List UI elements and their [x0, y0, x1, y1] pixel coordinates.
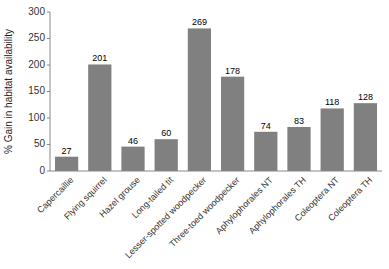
data-label: 27	[62, 146, 72, 156]
bars	[55, 28, 377, 171]
y-tick	[47, 12, 50, 13]
chart-container: 27 201 46 60 269 178 74 83 118 128 0 50 100 150 200 250…	[0, 0, 389, 269]
x-tick-label: Coleoptera TH	[326, 175, 374, 223]
y-tick-label: 250	[28, 32, 45, 43]
data-label: 60	[161, 128, 171, 138]
y-tick-label: 0	[39, 165, 45, 176]
y-tick	[47, 118, 50, 119]
data-label: 178	[225, 66, 240, 76]
data-label: 201	[92, 53, 107, 63]
x-tick-label: Aphylophorales TH	[247, 175, 308, 236]
y-tick-label: 150	[28, 85, 45, 96]
x-axis-line	[50, 171, 382, 172]
bar	[254, 132, 277, 171]
data-label: 74	[261, 121, 271, 131]
y-tick-label: 50	[34, 138, 46, 149]
data-label: 128	[358, 92, 373, 102]
y-tick	[47, 38, 50, 39]
y-tick	[47, 171, 50, 172]
bar	[121, 147, 144, 171]
bar	[321, 108, 344, 171]
y-tick	[47, 144, 50, 145]
bar	[221, 77, 244, 171]
bar	[287, 127, 310, 171]
chart: 27 201 46 60 269 178 74 83 118 128 0 50 100 150 200 250…	[0, 0, 389, 269]
y-tick-label: 200	[28, 59, 45, 70]
y-tick	[47, 91, 50, 92]
y-tick-label: 300	[28, 6, 45, 17]
data-label: 46	[128, 136, 138, 146]
data-label: 269	[192, 17, 207, 27]
y-axis-label: % Gain in habitat availability	[3, 29, 14, 154]
bar	[55, 157, 78, 171]
bar	[88, 64, 111, 171]
bar	[354, 103, 377, 171]
x-tick-label: Aphylophorales NT	[214, 175, 276, 237]
y-tick	[47, 65, 50, 66]
bar	[188, 28, 211, 171]
bar	[155, 139, 178, 171]
data-label: 83	[294, 116, 304, 126]
y-tick-label: 100	[28, 112, 45, 123]
data-label: 118	[325, 97, 339, 107]
